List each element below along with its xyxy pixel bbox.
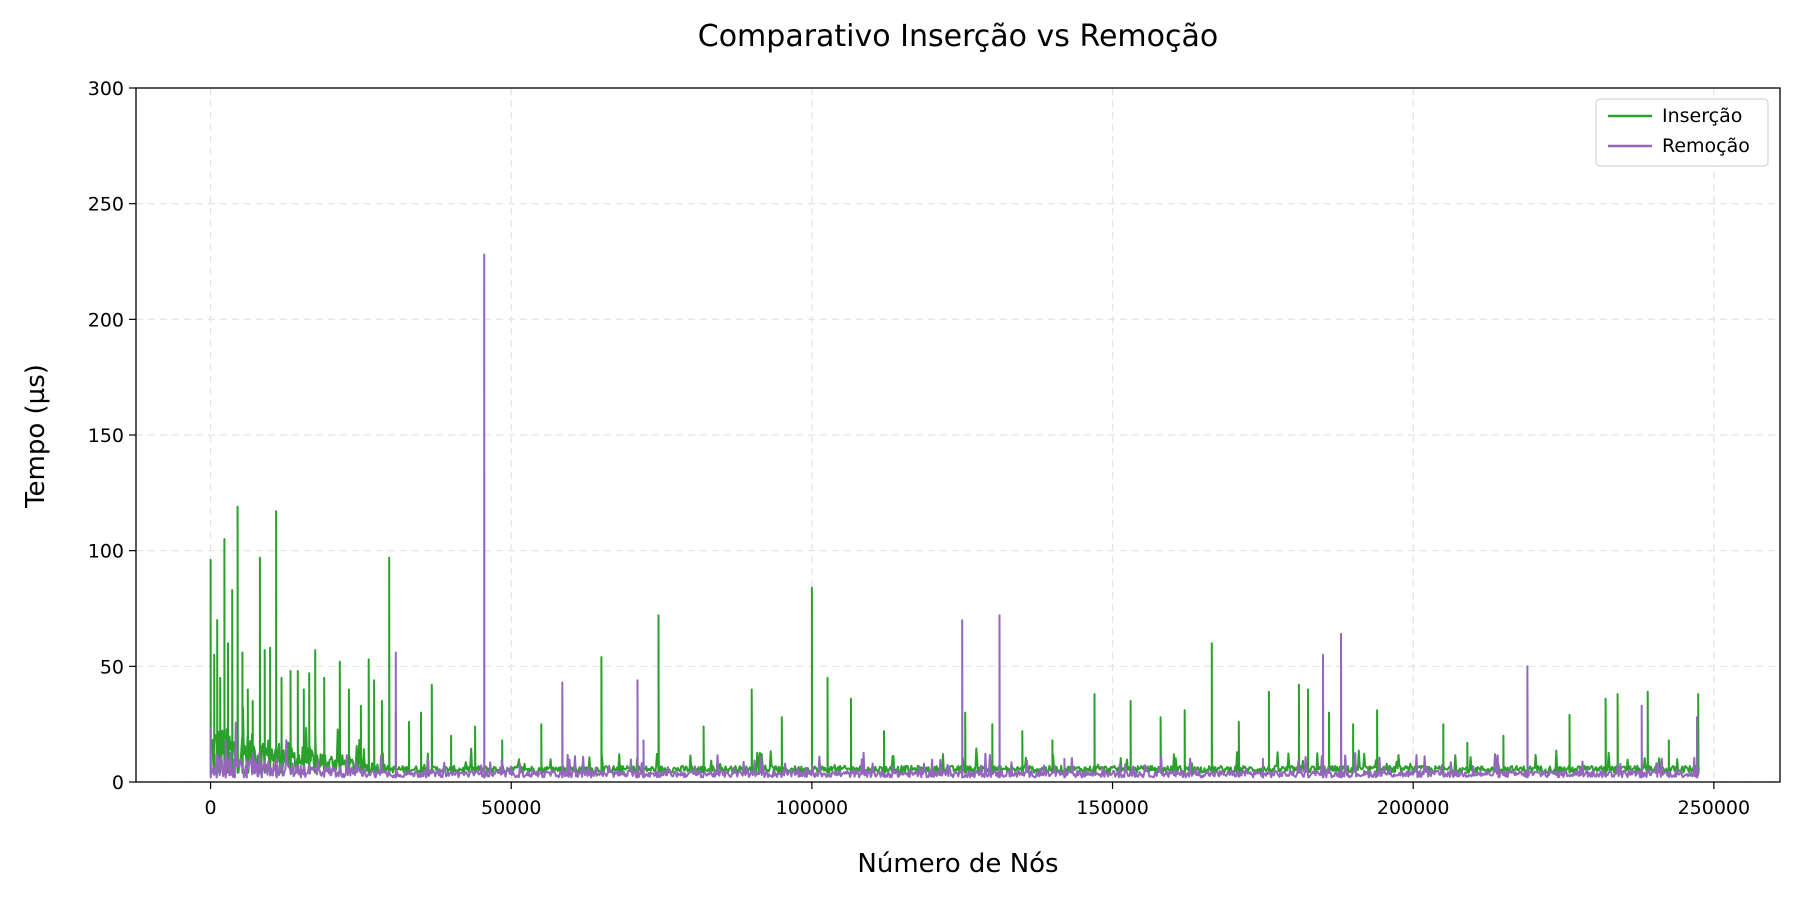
x-axis-label: Número de Nós bbox=[857, 849, 1058, 879]
legend-label-remocao: Remoção bbox=[1662, 135, 1750, 157]
y-tick-label: 50 bbox=[100, 656, 124, 678]
series-lines bbox=[209, 253, 1700, 779]
y-tick-label: 250 bbox=[88, 194, 124, 216]
y-tick-label: 200 bbox=[88, 309, 124, 331]
x-tick-label: 150000 bbox=[1076, 797, 1149, 819]
axis-ticks: 0 50000 100000 150000 200000 250000 0 50 100 150 2… bbox=[88, 78, 1750, 819]
y-tick-label: 100 bbox=[88, 541, 124, 563]
y-tick-label: 300 bbox=[88, 78, 124, 100]
y-tick-label: 150 bbox=[88, 425, 124, 447]
x-tick-label: 250000 bbox=[1678, 797, 1751, 819]
y-tick-label: 0 bbox=[112, 772, 124, 794]
series-line-remocao bbox=[209, 253, 1700, 779]
x-tick-label: 0 bbox=[205, 797, 217, 819]
x-tick-label: 50000 bbox=[481, 797, 541, 819]
x-tick-label: 100000 bbox=[776, 797, 849, 819]
legend: Inserção Remoção bbox=[1595, 98, 1769, 167]
chart-title: Comparativo Inserção vs Remoção bbox=[698, 19, 1219, 54]
y-axis-label: Tempo (µs) bbox=[21, 364, 51, 509]
x-tick-label: 200000 bbox=[1377, 797, 1450, 819]
legend-label-insercao: Inserção bbox=[1662, 105, 1742, 127]
